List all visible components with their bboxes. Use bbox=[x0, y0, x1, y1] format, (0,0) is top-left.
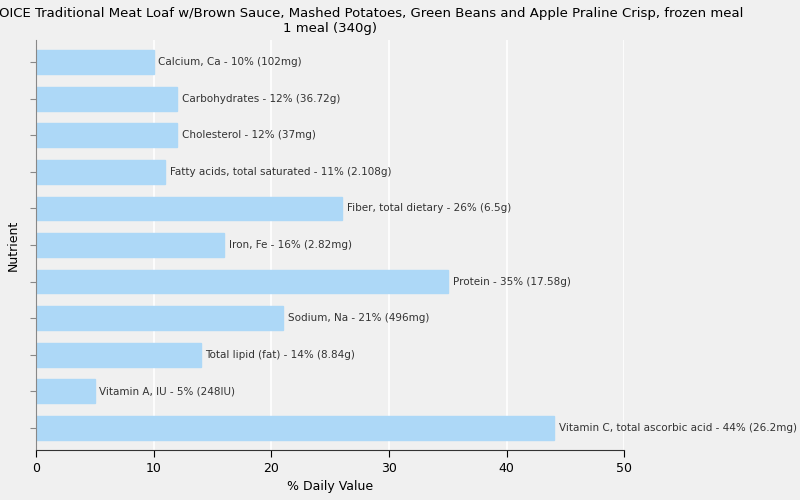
Text: Vitamin C, total ascorbic acid - 44% (26.2mg): Vitamin C, total ascorbic acid - 44% (26… bbox=[558, 423, 797, 433]
Text: Calcium, Ca - 10% (102mg): Calcium, Ca - 10% (102mg) bbox=[158, 57, 302, 67]
Text: Cholesterol - 12% (37mg): Cholesterol - 12% (37mg) bbox=[182, 130, 316, 140]
Bar bbox=[36, 380, 94, 403]
Bar bbox=[36, 160, 166, 184]
Bar bbox=[36, 50, 154, 74]
Text: Carbohydrates - 12% (36.72g): Carbohydrates - 12% (36.72g) bbox=[182, 94, 340, 104]
Text: Sodium, Na - 21% (496mg): Sodium, Na - 21% (496mg) bbox=[288, 313, 430, 323]
Text: Iron, Fe - 16% (2.82mg): Iron, Fe - 16% (2.82mg) bbox=[229, 240, 352, 250]
Bar bbox=[36, 306, 283, 330]
Title: HEALTHY CHOICE Traditional Meat Loaf w/Brown Sauce, Mashed Potatoes, Green Beans: HEALTHY CHOICE Traditional Meat Loaf w/B… bbox=[0, 7, 743, 35]
Bar bbox=[36, 87, 177, 110]
Bar bbox=[36, 270, 448, 293]
Bar bbox=[36, 124, 177, 147]
Text: Protein - 35% (17.58g): Protein - 35% (17.58g) bbox=[453, 276, 570, 286]
X-axis label: % Daily Value: % Daily Value bbox=[287, 480, 374, 493]
Text: Vitamin A, IU - 5% (248IU): Vitamin A, IU - 5% (248IU) bbox=[99, 386, 235, 396]
Bar bbox=[36, 233, 224, 257]
Y-axis label: Nutrient: Nutrient bbox=[7, 220, 20, 270]
Bar bbox=[36, 196, 342, 220]
Text: Total lipid (fat) - 14% (8.84g): Total lipid (fat) - 14% (8.84g) bbox=[206, 350, 355, 360]
Bar bbox=[36, 343, 201, 366]
Bar bbox=[36, 416, 554, 440]
Text: Fatty acids, total saturated - 11% (2.108g): Fatty acids, total saturated - 11% (2.10… bbox=[170, 167, 392, 177]
Text: Fiber, total dietary - 26% (6.5g): Fiber, total dietary - 26% (6.5g) bbox=[346, 204, 511, 214]
